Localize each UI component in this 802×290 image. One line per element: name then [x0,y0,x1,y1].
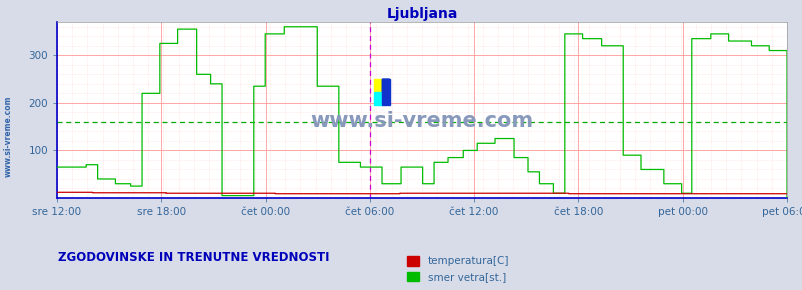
Text: ZGODOVINSKE IN TRENUTNE VREDNOSTI: ZGODOVINSKE IN TRENUTNE VREDNOSTI [58,251,329,264]
Bar [373,79,382,92]
Text: www.si-vreme.com: www.si-vreme.com [310,110,533,130]
Legend: temperatura[C], smer vetra[st.]: temperatura[C], smer vetra[st.] [406,256,508,282]
Text: www.si-vreme.com: www.si-vreme.com [3,95,13,177]
Title: Ljubljana: Ljubljana [386,7,457,21]
Polygon shape [382,79,389,92]
Bar [373,92,382,105]
Bar [382,79,389,105]
